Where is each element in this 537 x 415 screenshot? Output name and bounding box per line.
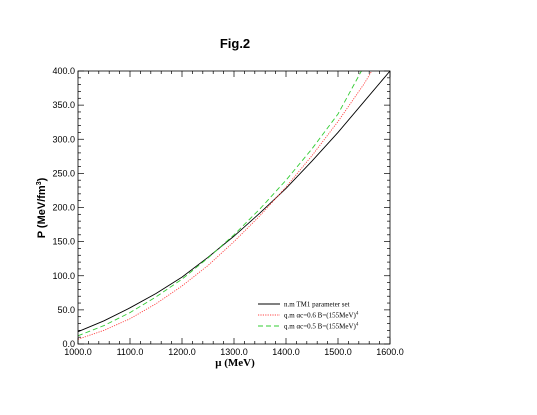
x-tick-label: 1600.0 xyxy=(376,347,404,357)
y-tick-label: 400.0 xyxy=(52,66,75,76)
chart-title: Fig.2 xyxy=(220,36,250,51)
legend: n.m TM1 parameter set q.m αc=0.6 B=(155Me… xyxy=(258,301,359,331)
series-layer xyxy=(77,70,391,340)
y-tick-label: 200.0 xyxy=(52,203,75,213)
series-line-1 xyxy=(77,70,391,333)
legend-label: q.m αc=0.6 B=(155MeV)4 xyxy=(284,312,359,320)
y-axis-label: P (MeV/fm3) xyxy=(36,177,48,238)
x-tick-label: 1100.0 xyxy=(117,347,144,357)
x-tick-label: 1300.0 xyxy=(220,347,248,357)
y-tick-label: 100.0 xyxy=(52,271,75,281)
y-tick-label: 50.0 xyxy=(57,305,75,315)
tick-labels-layer: 1000.0 1100.0 1200.0 1300.0 1400.0 1500.0 1600… xyxy=(52,66,403,357)
y-axis-label-tail: ) xyxy=(36,177,48,181)
y-tick-label: 150.0 xyxy=(52,237,75,247)
series-line-2 xyxy=(77,70,373,340)
x-tick-label: 1500.0 xyxy=(324,347,352,357)
y-tick-label: 0.0 xyxy=(62,339,75,349)
y-axis-label-main: P (MeV/fm xyxy=(36,185,48,238)
x-tick-label: 1400.0 xyxy=(272,347,300,357)
x-tick-label: 1200.0 xyxy=(168,347,196,357)
y-tick-label: 350.0 xyxy=(52,100,75,110)
y-axis-label-superscript: 3 xyxy=(36,181,43,185)
legend-label: n.m TM1 parameter set xyxy=(284,301,350,309)
y-tick-label: 300.0 xyxy=(52,134,75,144)
x-axis-label: μ (MeV) xyxy=(215,357,255,369)
y-tick-label: 250.0 xyxy=(52,168,75,178)
series-line-3 xyxy=(77,70,362,337)
ticks-layer xyxy=(77,70,391,345)
x-tick-label: 1000.0 xyxy=(64,347,92,357)
legend-label: q.m αc=0.5 B=(155MeV)4 xyxy=(284,323,359,331)
